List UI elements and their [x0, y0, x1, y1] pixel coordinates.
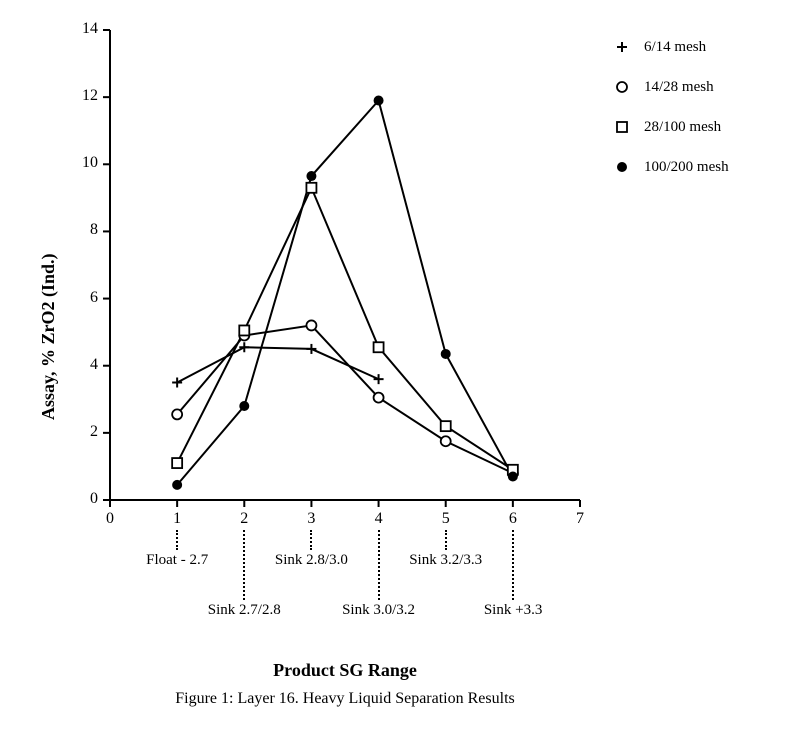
x-annotation: Float - 2.7	[146, 552, 208, 569]
x-annotation: Sink 3.0/3.2	[342, 602, 415, 619]
plot-area	[110, 30, 580, 500]
legend-label: 14/28 mesh	[644, 79, 714, 96]
legend-item: 14/28 mesh	[610, 78, 729, 96]
marker-square-open	[239, 325, 249, 335]
legend-item: 28/100 mesh	[610, 118, 729, 136]
x-tick-label: 6	[503, 510, 523, 528]
page: { "chart": { "type": "line-scatter", "ba…	[0, 0, 800, 750]
marker-circle-open	[374, 393, 384, 403]
x-annotation: Sink 2.8/3.0	[275, 552, 348, 569]
marker-circle-filled	[306, 171, 316, 181]
legend-item: 6/14 mesh	[610, 38, 729, 56]
marker-square-open	[617, 122, 627, 132]
x-tick-label: 7	[570, 510, 590, 528]
marker-square-open	[172, 458, 182, 468]
marker-plus	[374, 374, 384, 384]
marker-circle-filled	[374, 96, 384, 106]
marker-circle-open	[306, 320, 316, 330]
legend-marker-circle-filled	[610, 157, 634, 177]
legend-marker-circle-open	[610, 77, 634, 97]
annotation-leader	[310, 530, 312, 550]
y-tick-label: 2	[68, 423, 98, 441]
x-annotation: Sink 2.7/2.8	[208, 602, 281, 619]
legend-label: 100/200 mesh	[644, 159, 729, 176]
x-tick-label: 4	[369, 510, 389, 528]
marker-circle-filled	[441, 349, 451, 359]
marker-circle-open	[172, 409, 182, 419]
x-axis-label: Product SG Range	[110, 660, 580, 681]
marker-square-open	[374, 342, 384, 352]
annotation-leader	[176, 530, 178, 550]
x-annotation: Sink 3.2/3.3	[409, 552, 482, 569]
x-tick-label: 5	[436, 510, 456, 528]
y-axis-label: Assay, % ZrO2 (Ind.)	[38, 253, 59, 420]
x-tick-label: 1	[167, 510, 187, 528]
x-tick-label: 3	[301, 510, 321, 528]
y-tick-label: 12	[68, 87, 98, 105]
x-annotation: Sink +3.3	[484, 602, 542, 619]
marker-square-open	[441, 421, 451, 431]
marker-circle-filled	[172, 480, 182, 490]
marker-plus	[617, 42, 627, 52]
y-tick-label: 0	[68, 490, 98, 508]
figure-caption: Figure 1: Layer 16. Heavy Liquid Separat…	[110, 690, 580, 708]
y-tick-label: 10	[68, 154, 98, 172]
marker-plus	[239, 342, 249, 352]
chart-svg	[110, 30, 580, 500]
y-tick-label: 14	[68, 20, 98, 38]
marker-square-open	[306, 183, 316, 193]
legend-item: 100/200 mesh	[610, 158, 729, 176]
y-tick-label: 4	[68, 356, 98, 374]
x-tick-label: 2	[234, 510, 254, 528]
marker-plus	[172, 378, 182, 388]
y-tick-label: 8	[68, 221, 98, 239]
series-line	[177, 101, 513, 485]
legend-marker-plus	[610, 37, 634, 57]
marker-plus	[306, 344, 316, 354]
series-line	[177, 325, 513, 473]
marker-circle-open	[617, 82, 627, 92]
x-tick-label: 0	[100, 510, 120, 528]
legend-label: 6/14 mesh	[644, 39, 706, 56]
marker-circle-open	[441, 436, 451, 446]
series-line	[177, 188, 513, 470]
marker-circle-filled	[508, 472, 518, 482]
annotation-leader	[378, 530, 380, 600]
legend: 6/14 mesh 14/28 mesh 28/100 mesh 100/200 me…	[610, 38, 729, 198]
annotation-leader	[445, 530, 447, 550]
legend-label: 28/100 mesh	[644, 119, 721, 136]
marker-circle-filled	[239, 401, 249, 411]
legend-marker-square-open	[610, 117, 634, 137]
annotation-leader	[243, 530, 245, 600]
marker-circle-filled	[617, 162, 627, 172]
y-tick-label: 6	[68, 289, 98, 307]
annotation-leader	[512, 530, 514, 600]
